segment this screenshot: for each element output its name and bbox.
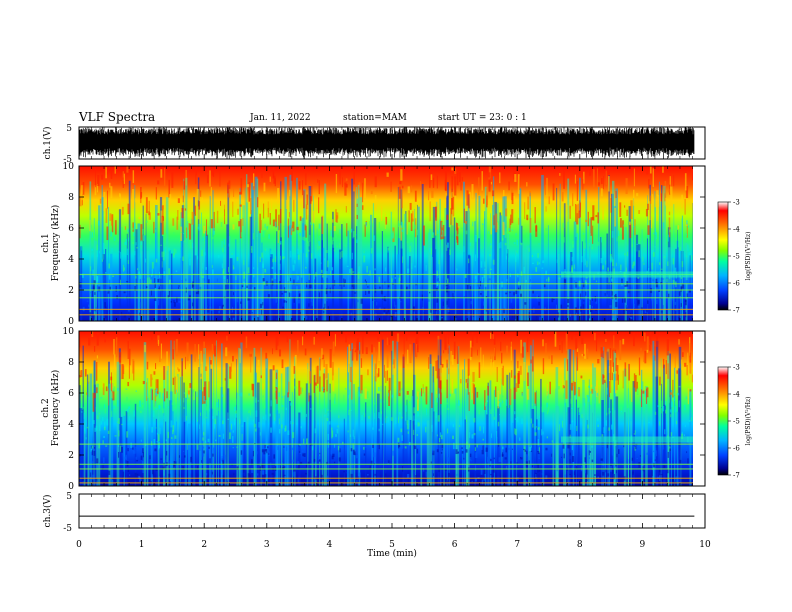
ch1-colorbar-tick-neg4: -4: [733, 226, 740, 234]
ch2-spectrogram-heatmap: [79, 331, 693, 486]
ch2-freq-tick-6: 6: [68, 389, 74, 399]
ch2-freq-tick-8: 8: [68, 358, 74, 368]
ch1-freq-tick-6: 6: [68, 224, 74, 234]
x-tick-9: 9: [640, 540, 646, 550]
ch2-colorbar-tick-neg4: -4: [733, 391, 740, 399]
x-tick-8: 8: [577, 540, 583, 550]
ch1-colorbar: [717, 201, 729, 311]
ch2-colorbar-tick-neg5: -5: [733, 418, 740, 426]
ch1-spectrogram-ylabel-line2: Frequency (kHz): [50, 205, 61, 282]
ch2-colorbar-ticks: [728, 366, 731, 476]
x-tick-3: 3: [264, 540, 270, 550]
ch2-freq-tick-4: 4: [68, 420, 74, 430]
ch2-spectrogram-ylabel-line2: Frequency (kHz): [50, 370, 61, 447]
ch1-freq-tick-10: 10: [63, 162, 75, 172]
ch2-spectrogram-ylabel: ch.2 Frequency (kHz): [41, 370, 61, 447]
ch1-colorbar-label: log(PSD)(V²/Hz): [745, 232, 752, 281]
x-tick-2: 2: [201, 540, 207, 550]
ch3-waveform-ylabel: ch.3(V): [42, 495, 53, 528]
x-axis-tick-labels: 0 1 2 3 4 5 6 7 8 9 10: [76, 540, 711, 550]
ch3-waveform-panel: 5 -5 ch.3(V): [42, 492, 706, 534]
x-tick-0: 0: [76, 540, 82, 550]
ch1-colorbar-tick-neg5: -5: [733, 253, 740, 261]
x-tick-5: 5: [389, 540, 395, 550]
ch1-ytick-neg5: -5: [63, 155, 72, 165]
ch1-freq-tick-0: 0: [68, 317, 74, 327]
ch3-waveform-ticks: [78, 494, 706, 528]
ch2-colorbar-tick-neg7: -7: [733, 472, 740, 480]
ch1-waveform-ylabel: ch.1(V): [42, 127, 53, 160]
ch1-spectrogram-ylabel-line1: ch.1: [41, 233, 51, 252]
ch1-freq-tick-8: 8: [68, 193, 74, 203]
ch1-colorbar-tick-neg6: -6: [733, 280, 740, 288]
ch2-spectrogram-panel: 0 2 4 6 8 10 ch.2 Frequency (kHz) -3 -4 …: [41, 327, 752, 492]
ch2-colorbar: [717, 366, 729, 476]
ch1-colorbar-tick-neg3: -3: [733, 199, 740, 207]
x-tick-6: 6: [452, 540, 458, 550]
ch2-colorbar-tick-neg6: -6: [733, 445, 740, 453]
ch1-waveform-ticks: [78, 127, 706, 159]
ch3-ytick-5: 5: [66, 492, 72, 502]
x-tick-7: 7: [514, 540, 520, 550]
ch1-spectrogram-panel: 0 2 4 6 8 10 ch.1 Frequency (kHz) -3 -4 …: [41, 162, 752, 327]
ch2-freq-tick-2: 2: [68, 451, 74, 461]
ch1-spectrogram-ticks: [78, 166, 706, 321]
ch2-colorbar-label: log(PSD)(V²/Hz): [745, 397, 752, 446]
x-tick-1: 1: [139, 540, 145, 550]
ch1-spectrogram-ylabel: ch.1 Frequency (kHz): [41, 205, 61, 282]
x-tick-10: 10: [699, 540, 711, 550]
ch1-waveform-panel: 5 -5 ch.1(V): [42, 124, 706, 165]
figure-date: Jan. 11, 2022: [250, 113, 311, 123]
x-tick-4: 4: [327, 540, 333, 550]
ch1-colorbar-tick-neg7: -7: [733, 307, 740, 315]
ch1-colorbar-ticks: [728, 201, 731, 311]
ch2-freq-tick-0: 0: [68, 482, 74, 492]
ch2-spectrogram-ticks: [78, 331, 706, 486]
ch3-waveform-frame: [78, 493, 706, 529]
ch3-ytick-neg5: -5: [63, 524, 72, 534]
ch1-freq-tick-2: 2: [68, 286, 74, 296]
figure-title: VLF Spectra: [79, 110, 156, 124]
ch1-freq-tick-4: 4: [68, 255, 74, 265]
ch1-waveform-trace: [78, 127, 695, 159]
ch2-colorbar-tick-neg3: -3: [733, 364, 740, 372]
x-axis-label: Time (min): [367, 548, 417, 559]
ch1-spectrogram-heatmap: [79, 166, 693, 321]
figure-station: station=MAM: [343, 113, 407, 123]
ch2-spectrogram-ylabel-line1: ch.2: [41, 398, 51, 417]
ch1-ytick-5: 5: [66, 124, 72, 134]
ch2-freq-tick-10: 10: [63, 327, 75, 337]
figure-start-time: start UT = 23: 0 : 1: [438, 113, 527, 123]
